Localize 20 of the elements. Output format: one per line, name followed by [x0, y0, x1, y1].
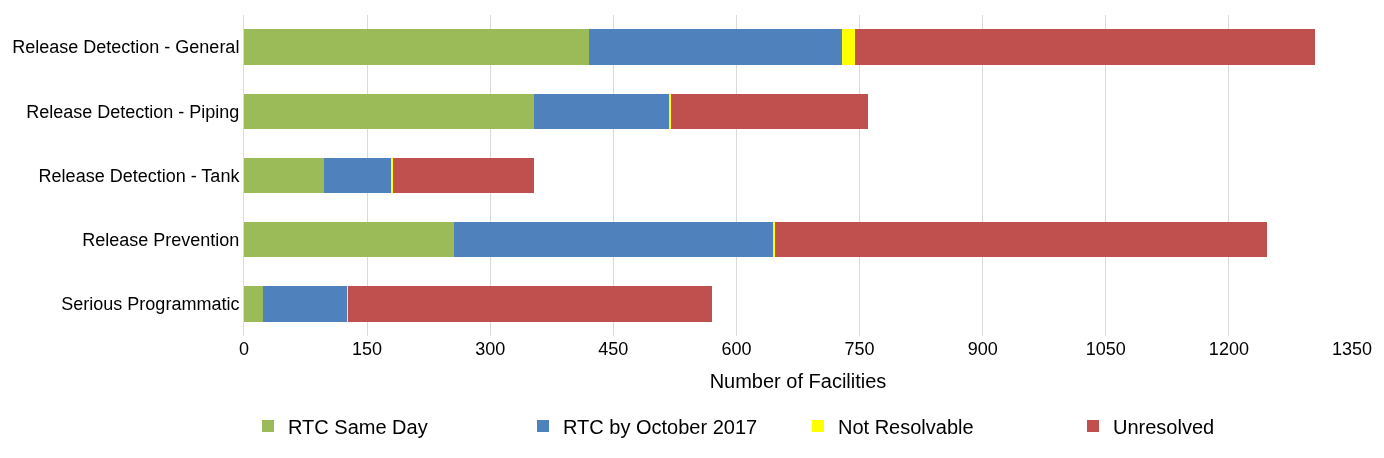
- legend-label: Unresolved: [1113, 415, 1215, 438]
- x-axis-title: Number of Facilities: [709, 369, 887, 392]
- x-tick-label: 300: [475, 339, 506, 359]
- y-tick-label: Release Detection - Piping: [26, 101, 240, 122]
- legend-label: RTC Same Day: [288, 415, 428, 438]
- legend-label: RTC by October 2017: [563, 415, 758, 438]
- y-tick-label: Release Detection - Tank: [38, 165, 241, 186]
- y-tick-label: Release Prevention: [82, 230, 240, 250]
- x-tick-label: 1200: [1208, 339, 1249, 359]
- x-tick-label: 450: [598, 339, 629, 359]
- x-tick-label: 0: [238, 339, 250, 359]
- x-tick-label: 1350: [1331, 339, 1373, 359]
- x-tick-label: 600: [721, 339, 752, 359]
- x-tick-label: 150: [352, 339, 383, 359]
- legend-label: Not Resolvable: [838, 415, 974, 438]
- x-tick-label: 900: [967, 339, 998, 359]
- y-tick-label: Serious Programmatic: [61, 294, 240, 315]
- x-tick-label: 750: [844, 339, 875, 359]
- x-tick-label: 1050: [1085, 339, 1126, 359]
- y-tick-label: Release Detection - General: [12, 37, 240, 58]
